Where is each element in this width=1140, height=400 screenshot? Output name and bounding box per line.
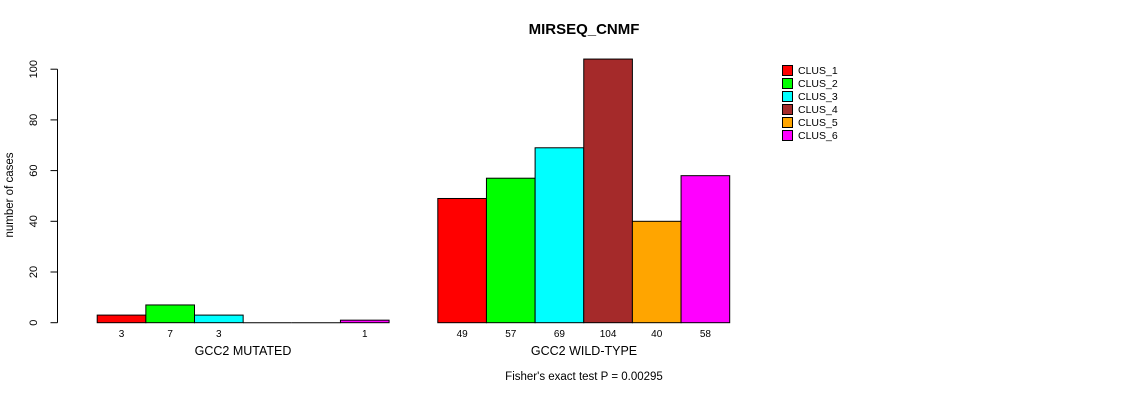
bar-gcc2-mutated-clus_2 [145, 304, 196, 324]
y-axis-tick-label: 80 [28, 114, 40, 126]
legend-label-clus-5: CLUS_5 [798, 116, 838, 129]
legend-swatch-clus-6 [782, 130, 793, 141]
x-axis-label-gcc2-wild-type: GCC2 WILD-TYPE [530, 344, 638, 358]
bar-value-label: 3 [119, 329, 125, 340]
bar-gcc2-wild-type-clus_5 [631, 220, 682, 324]
bar-gcc2-wild-type-clus_4 [583, 58, 633, 324]
y-axis-tick-label: 40 [28, 215, 40, 227]
bar-value-label: 49 [457, 329, 469, 340]
y-axis-title: number of cases [4, 152, 16, 238]
legend-item-clus-4: CLUS_4 [782, 103, 838, 116]
bar-gcc2-mutated-clus_1 [96, 314, 147, 324]
legend-label-clus-3: CLUS_3 [798, 90, 838, 103]
y-axis-tick-label: 60 [28, 164, 40, 176]
legend-item-clus-1: CLUS_1 [782, 64, 838, 77]
legend-item-clus-3: CLUS_3 [782, 90, 838, 103]
fisher-test-footnote: Fisher's exact test P = 0.00295 [505, 371, 663, 383]
legend-item-clus-2: CLUS_2 [782, 77, 838, 90]
bar-gcc2-mutated-clus_6 [339, 319, 390, 324]
legend-swatch-clus-5 [782, 117, 793, 128]
bar-value-label: 104 [600, 329, 617, 340]
chart-title: MIRSEQ_CNMF [528, 21, 640, 38]
legend-item-clus-5: CLUS_5 [782, 116, 838, 129]
bar-gcc2-wild-type-clus_3 [534, 147, 585, 324]
legend-label-clus-6: CLUS_6 [798, 129, 838, 142]
bar-gcc2-wild-type-clus_6 [680, 175, 731, 324]
bar-value-label: 40 [651, 329, 663, 340]
legend-swatch-clus-3 [782, 91, 793, 102]
legend-swatch-clus-4 [782, 104, 793, 115]
bar-value-label: 7 [167, 329, 173, 340]
bar-gcc2-wild-type-clus_2 [485, 177, 536, 324]
y-axis-tick-label: 0 [28, 320, 40, 326]
y-axis-tick-label: 100 [28, 60, 40, 78]
bar-value-label: 58 [700, 329, 712, 340]
bar-value-label: 1 [362, 329, 368, 340]
bar-value-label: 57 [505, 329, 517, 340]
legend-label-clus-2: CLUS_2 [798, 77, 838, 90]
x-axis-label-gcc2-mutated: GCC2 MUTATED [194, 344, 292, 358]
legend-swatch-clus-1 [782, 65, 793, 76]
legend-label-clus-1: CLUS_1 [798, 64, 838, 77]
legend-swatch-clus-2 [782, 78, 793, 89]
y-axis-tick-label: 20 [28, 266, 40, 278]
legend: CLUS_1 CLUS_2 CLUS_3 CLUS_4 CLUS_5 CLUS_6 [782, 64, 838, 142]
bar-gcc2-wild-type-clus_1 [437, 197, 487, 324]
bar-value-label: 69 [554, 329, 566, 340]
bar-value-label: 3 [216, 329, 222, 340]
bar-gcc2-mutated-clus_3 [194, 314, 244, 324]
legend-item-clus-6: CLUS_6 [782, 129, 838, 142]
legend-label-clus-4: CLUS_4 [798, 103, 838, 116]
